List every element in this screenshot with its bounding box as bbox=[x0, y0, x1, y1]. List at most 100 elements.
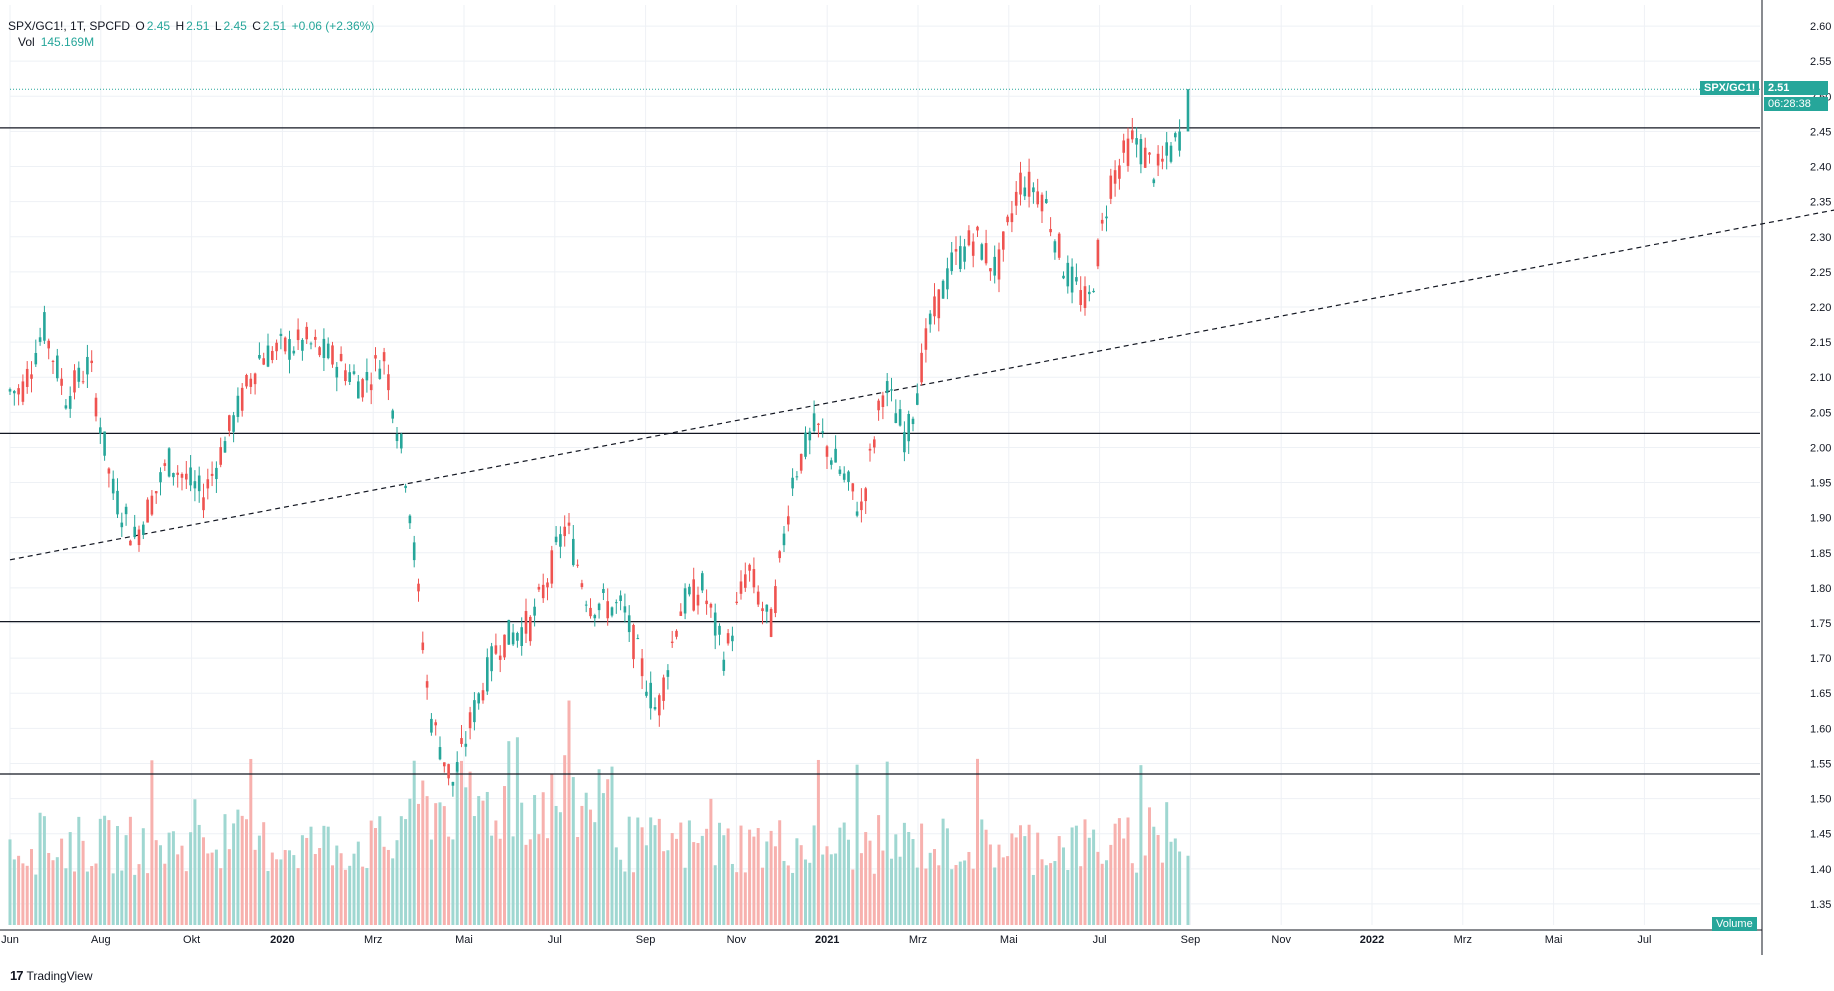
candle-body bbox=[326, 343, 330, 359]
volume-bar bbox=[950, 869, 954, 925]
volume-bar bbox=[627, 816, 631, 925]
candle-body bbox=[245, 374, 248, 387]
candle-body bbox=[490, 646, 493, 672]
candle-body bbox=[443, 762, 446, 767]
candle-body bbox=[877, 400, 880, 411]
candle-body bbox=[1186, 89, 1190, 132]
candle-body bbox=[1105, 216, 1108, 219]
candle-body bbox=[258, 355, 261, 359]
volume-bar bbox=[1143, 855, 1147, 925]
volume-bar bbox=[399, 816, 403, 925]
volume-bar bbox=[189, 832, 193, 925]
candle-body bbox=[206, 479, 210, 489]
candle-body bbox=[1148, 152, 1151, 155]
low-value: 2.45 bbox=[223, 19, 247, 33]
volume-bar bbox=[1113, 823, 1117, 925]
candle-body bbox=[739, 581, 743, 594]
volume-bar bbox=[851, 869, 855, 925]
candle-body bbox=[309, 343, 313, 345]
volume-bar bbox=[752, 836, 756, 925]
candle-body bbox=[382, 352, 386, 362]
volume-bar bbox=[1049, 863, 1053, 925]
candle-body bbox=[301, 339, 304, 351]
candle-body bbox=[30, 374, 33, 379]
volume-bar bbox=[924, 868, 928, 925]
candle-body bbox=[1075, 277, 1078, 282]
candle-body bbox=[701, 573, 704, 591]
candle-body bbox=[1010, 213, 1014, 223]
candle-body bbox=[554, 536, 558, 543]
candle-body bbox=[137, 529, 141, 546]
volume-bar bbox=[111, 873, 115, 925]
change-value: +0.06 (+2.36%) bbox=[291, 19, 375, 33]
volume-bar bbox=[558, 812, 562, 925]
candle-body bbox=[185, 473, 188, 480]
candle-body bbox=[47, 340, 50, 349]
volume-bar bbox=[1027, 824, 1031, 925]
candle-body bbox=[249, 378, 253, 387]
volume-bar bbox=[614, 847, 618, 925]
volume-bar bbox=[589, 809, 592, 925]
volume-bar bbox=[47, 852, 51, 925]
candle-body bbox=[709, 603, 713, 608]
candle-body bbox=[804, 432, 807, 457]
volume-bar bbox=[1001, 857, 1005, 925]
candle-body bbox=[963, 246, 966, 262]
volume-bar bbox=[864, 832, 868, 925]
volume-bar bbox=[150, 760, 154, 925]
candle-body bbox=[993, 256, 996, 276]
volume-bar bbox=[434, 803, 438, 925]
tradingview-logo[interactable]: 17 TradingView bbox=[10, 968, 93, 983]
volume-bar bbox=[318, 848, 322, 925]
candle-body bbox=[761, 608, 764, 612]
candle-body bbox=[696, 594, 700, 606]
volume-bar bbox=[17, 855, 21, 925]
candle-body bbox=[447, 764, 450, 779]
y-tick-label: 1.45 bbox=[1810, 829, 1831, 841]
candle-body bbox=[688, 586, 691, 595]
volume-bar bbox=[1057, 836, 1061, 925]
volume-bar bbox=[984, 829, 988, 925]
candle-body bbox=[847, 471, 850, 482]
candle-body bbox=[400, 433, 403, 449]
volume-bar bbox=[993, 867, 997, 925]
candle-body bbox=[374, 355, 377, 359]
candle-body bbox=[430, 718, 433, 733]
volume-bar bbox=[481, 800, 485, 925]
candle-body bbox=[520, 627, 523, 646]
candle-body bbox=[589, 607, 592, 617]
x-tick-label: Mai bbox=[455, 934, 473, 946]
candle-body bbox=[718, 625, 721, 635]
volume-bar bbox=[606, 779, 610, 925]
volume-bar bbox=[786, 865, 790, 925]
volume-bar bbox=[705, 828, 709, 925]
volume-bar bbox=[829, 854, 833, 925]
candle-body bbox=[172, 473, 175, 478]
candle-body bbox=[903, 432, 906, 453]
symbol-label[interactable]: SPX/GC1!, 1T, SPCFD bbox=[8, 19, 131, 33]
candle-body bbox=[666, 670, 670, 677]
volume-bar bbox=[171, 831, 175, 925]
volume-bar bbox=[120, 870, 124, 925]
volume-bar bbox=[619, 859, 623, 925]
candle-body bbox=[593, 615, 597, 619]
volume-bar bbox=[1122, 838, 1126, 925]
x-tick-label: Mai bbox=[1545, 934, 1563, 946]
candle-body bbox=[296, 329, 300, 341]
y-tick-label: 2.25 bbox=[1810, 267, 1831, 279]
volume-bar bbox=[159, 845, 162, 925]
volume-label[interactable]: Vol bbox=[18, 35, 35, 49]
volume-bar bbox=[769, 830, 773, 925]
volume-bar bbox=[227, 849, 231, 925]
volume-bar bbox=[1070, 827, 1074, 925]
volume-bar bbox=[657, 818, 661, 925]
candle-body bbox=[133, 526, 136, 538]
candle-body bbox=[765, 604, 769, 612]
candle-body bbox=[94, 397, 98, 417]
x-tick-label: Aug bbox=[91, 934, 111, 946]
volume-bar bbox=[739, 825, 743, 925]
volume-bar bbox=[773, 846, 777, 925]
candle-body bbox=[348, 372, 351, 382]
